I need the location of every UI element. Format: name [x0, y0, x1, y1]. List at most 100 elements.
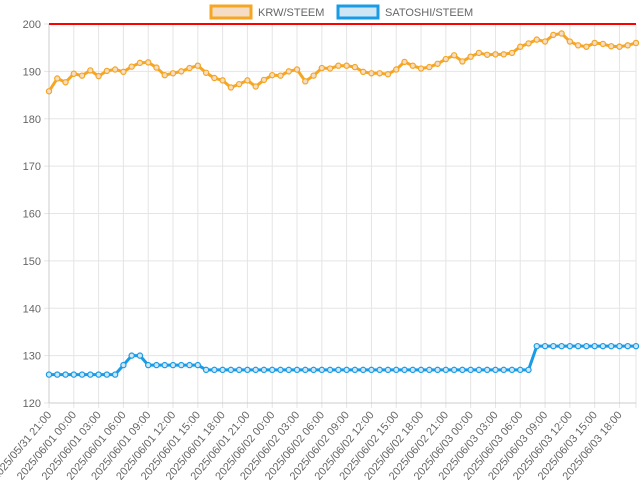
data-point-krw-steem[interactable] [376, 70, 383, 77]
data-point-krw-steem[interactable] [318, 64, 326, 72]
data-point-satoshi-steem[interactable] [409, 366, 416, 374]
data-point-satoshi-steem[interactable] [326, 366, 334, 374]
data-point-satoshi-steem[interactable] [136, 352, 144, 359]
data-point-krw-steem[interactable] [260, 76, 268, 84]
data-point-krw-steem[interactable] [434, 60, 441, 67]
data-point-krw-steem[interactable] [583, 43, 590, 50]
data-point-krw-steem[interactable] [252, 83, 259, 90]
data-point-krw-steem[interactable] [95, 72, 102, 80]
data-point-satoshi-steem[interactable] [376, 366, 383, 374]
data-point-satoshi-steem[interactable] [318, 366, 326, 374]
data-point-satoshi-steem[interactable] [508, 366, 516, 374]
data-point-krw-steem[interactable] [616, 43, 623, 50]
data-point-satoshi-steem[interactable] [533, 342, 540, 350]
data-point-krw-steem[interactable] [70, 70, 78, 77]
data-point-krw-steem[interactable] [624, 42, 631, 49]
data-point-satoshi-steem[interactable] [450, 366, 458, 374]
data-point-satoshi-steem[interactable] [492, 366, 499, 374]
data-point-satoshi-steem[interactable] [120, 361, 127, 369]
data-point-krw-steem[interactable] [87, 67, 94, 74]
data-point-satoshi-steem[interactable] [219, 366, 226, 374]
data-point-satoshi-steem[interactable] [591, 342, 598, 350]
data-point-satoshi-steem[interactable] [541, 342, 549, 350]
data-point-krw-steem[interactable] [442, 55, 450, 63]
data-point-satoshi-steem[interactable] [54, 371, 61, 378]
data-point-krw-steem[interactable] [450, 52, 458, 59]
data-point-krw-steem[interactable] [194, 62, 202, 69]
data-point-krw-steem[interactable] [351, 63, 359, 71]
data-point-satoshi-steem[interactable] [417, 366, 425, 374]
data-point-krw-steem[interactable] [178, 68, 185, 75]
data-point-satoshi-steem[interactable] [550, 342, 557, 350]
data-point-satoshi-steem[interactable] [194, 361, 202, 369]
data-point-krw-steem[interactable] [475, 49, 483, 57]
data-point-krw-steem[interactable] [426, 63, 433, 71]
data-point-krw-steem[interactable] [62, 79, 69, 86]
data-point-krw-steem[interactable] [54, 75, 61, 82]
data-point-krw-steem[interactable] [359, 68, 367, 76]
data-point-krw-steem[interactable] [310, 72, 317, 79]
legend-item-satoshi-steem[interactable]: SATOSHI/STEEM [336, 4, 473, 20]
data-point-krw-steem[interactable] [211, 74, 218, 82]
data-point-krw-steem[interactable] [517, 43, 524, 50]
data-point-satoshi-steem[interactable] [384, 366, 392, 374]
data-point-satoshi-steem[interactable] [252, 366, 259, 374]
data-point-satoshi-steem[interactable] [517, 366, 524, 374]
data-point-krw-steem[interactable] [269, 71, 276, 79]
data-point-satoshi-steem[interactable] [310, 366, 317, 374]
data-point-satoshi-steem[interactable] [145, 361, 152, 369]
data-point-krw-steem[interactable] [136, 59, 144, 67]
data-point-satoshi-steem[interactable] [483, 366, 491, 374]
data-point-krw-steem[interactable] [45, 88, 53, 95]
data-point-satoshi-steem[interactable] [359, 366, 367, 374]
data-point-satoshi-steem[interactable] [335, 366, 342, 374]
data-point-krw-steem[interactable] [459, 58, 466, 65]
data-point-satoshi-steem[interactable] [401, 366, 408, 374]
data-point-satoshi-steem[interactable] [566, 342, 574, 350]
data-point-krw-steem[interactable] [227, 84, 235, 91]
data-point-krw-steem[interactable] [483, 51, 491, 58]
data-point-satoshi-steem[interactable] [202, 366, 210, 374]
data-point-krw-steem[interactable] [153, 64, 160, 71]
data-point-krw-steem[interactable] [409, 62, 416, 69]
data-point-krw-steem[interactable] [111, 66, 119, 73]
data-point-satoshi-steem[interactable] [277, 366, 284, 374]
data-point-satoshi-steem[interactable] [169, 361, 177, 369]
data-point-krw-steem[interactable] [492, 51, 499, 58]
data-point-krw-steem[interactable] [467, 53, 474, 60]
data-point-krw-steem[interactable] [574, 42, 582, 49]
data-point-satoshi-steem[interactable] [583, 342, 590, 350]
data-point-satoshi-steem[interactable] [227, 366, 235, 374]
data-point-krw-steem[interactable] [525, 40, 532, 47]
data-point-satoshi-steem[interactable] [434, 366, 441, 374]
data-point-satoshi-steem[interactable] [235, 366, 243, 374]
data-point-satoshi-steem[interactable] [244, 366, 251, 374]
data-point-satoshi-steem[interactable] [285, 366, 292, 374]
data-point-satoshi-steem[interactable] [70, 371, 78, 378]
data-point-krw-steem[interactable] [78, 72, 86, 79]
data-point-satoshi-steem[interactable] [459, 366, 466, 374]
data-point-krw-steem[interactable] [103, 67, 111, 75]
data-point-satoshi-steem[interactable] [260, 366, 268, 374]
data-point-satoshi-steem[interactable] [351, 366, 359, 374]
data-point-krw-steem[interactable] [277, 72, 284, 79]
data-point-krw-steem[interactable] [145, 59, 152, 66]
data-point-krw-steem[interactable] [285, 68, 292, 75]
data-point-satoshi-steem[interactable] [269, 366, 276, 374]
data-point-satoshi-steem[interactable] [500, 366, 507, 374]
data-point-krw-steem[interactable] [508, 49, 516, 57]
data-point-satoshi-steem[interactable] [161, 361, 168, 369]
data-point-satoshi-steem[interactable] [607, 342, 615, 350]
data-point-satoshi-steem[interactable] [153, 361, 160, 369]
data-point-krw-steem[interactable] [120, 68, 127, 76]
data-point-krw-steem[interactable] [401, 58, 408, 66]
data-point-krw-steem[interactable] [202, 69, 210, 76]
data-point-krw-steem[interactable] [244, 77, 251, 84]
data-point-krw-steem[interactable] [393, 66, 400, 73]
data-point-satoshi-steem[interactable] [111, 371, 119, 378]
data-point-krw-steem[interactable] [632, 39, 640, 47]
legend-item-krw-steem[interactable]: KRW/STEEM [209, 4, 324, 20]
data-point-satoshi-steem[interactable] [624, 342, 631, 350]
data-point-satoshi-steem[interactable] [95, 371, 102, 378]
data-point-krw-steem[interactable] [500, 51, 507, 58]
